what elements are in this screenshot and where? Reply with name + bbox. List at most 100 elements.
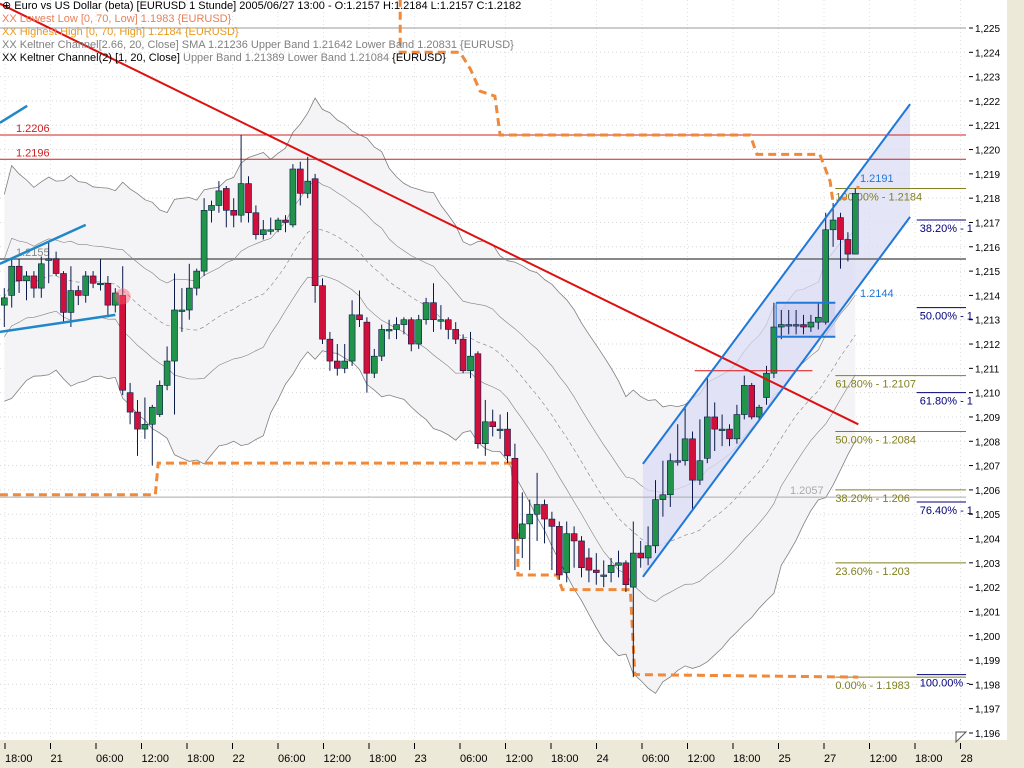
candle [37,263,45,289]
fib1-level-label: 61.80% - 1.2107 [835,379,916,391]
fib2-level-label: 76.40% - 1 [920,505,973,517]
y-tick-label: 1,203 [975,559,1000,570]
keltner2-lower-band [4,275,856,603]
candle [674,460,682,463]
y-tick-label: 1,223 [975,73,1000,84]
keltner-lower-band [4,350,856,694]
candle [703,416,711,459]
candles [0,134,859,678]
candle [533,504,541,515]
candle [763,372,770,398]
candle [200,210,208,272]
left-channel-line [0,104,28,124]
candle [333,360,341,369]
candle [89,275,97,284]
y-tick-label: 1,215 [975,267,1000,278]
resize-corner-icon[interactable] [955,731,968,744]
candle [740,385,748,415]
y-tick-label: 1,198 [975,680,1000,691]
candle [223,188,230,211]
fib1-level-label: 50.00% - 1.2084 [835,435,916,447]
candle [171,309,178,362]
legend-title: ⊕ Euro vs US Dollar (beta) [EURUSD 1 Stu… [2,0,522,12]
candle [193,270,200,289]
candle [400,319,408,325]
x-tick-label: 18:00 [369,753,397,765]
y-axis: 1,225 1,224 1,223 1,222 1,221 1,220 1,219 1,218… [969,24,1000,740]
candle [711,416,719,430]
left-channel-line [0,313,116,334]
y-tick-label: 1,214 [975,291,1000,302]
left-channel-line [0,223,87,265]
y-tick-label: 1,219 [975,170,1000,181]
candle [444,319,452,330]
candle [341,360,349,369]
x-tick-label: 27 [824,753,836,765]
y-tick-label: 1,217 [975,218,1000,229]
fib1-level-label: 0.00% - 1.1983 [835,680,910,692]
candle [474,353,482,445]
candle [15,265,23,282]
fib2-level-label: 50.00% - 1 [920,311,973,323]
candle [156,385,163,415]
candle [518,523,526,539]
candle [755,406,763,418]
candle [555,526,563,576]
selection-marker [114,288,131,305]
candle [178,309,186,312]
x-tick-label: 18:00 [5,753,33,765]
fib2-level-label: 38.20% - 1 [920,223,973,235]
candle [770,326,778,374]
candle [504,428,511,457]
x-tick-label: 06:00 [460,753,488,765]
y-tick-label: 1,197 [975,705,1000,716]
candle [67,290,75,313]
candle [60,273,67,313]
candle [526,513,534,525]
candle [629,552,637,588]
candle [319,285,326,340]
candle [304,180,312,194]
x-tick-label: 06:00 [642,753,670,765]
candle [659,494,667,500]
candle [814,316,822,323]
candle [851,193,859,255]
candle [82,275,89,296]
x-tick-label: 18:00 [733,753,761,765]
candle [104,282,112,306]
y-tick-label: 1,204 [975,535,1000,546]
candle [800,324,807,328]
y-tick-label: 1,199 [975,656,1000,667]
x-tick-label: 18:00 [187,753,215,765]
candle [119,295,126,391]
channel-upper-label: 1.2191 [860,173,894,185]
candle [644,545,652,559]
x-tick-label: 12:00 [506,753,534,765]
candle [600,574,608,577]
y-tick-label: 1,205 [975,510,1000,521]
horizontal-line-label: 1.2206 [16,123,50,135]
candle [437,319,445,322]
x-axis-band [0,741,1024,768]
candle [8,265,15,296]
x-tick-label: 06:00 [96,753,124,765]
y-tick-label: 1,207 [975,462,1000,473]
candle [652,499,659,547]
candle [578,540,585,568]
x-tick-label: 18:00 [915,753,943,765]
candle [186,287,193,311]
x-tick-label: 12:00 [688,753,716,765]
candle [844,239,852,255]
candle [45,258,53,261]
candle [822,229,830,323]
candle [511,457,519,539]
y-tick-label: 1,213 [975,316,1000,327]
y-tick-label: 1,202 [975,583,1000,594]
y-tick-label: 1,225 [975,24,1000,35]
candle [112,292,119,306]
candle [296,168,304,194]
candle [622,562,630,585]
candle [0,297,8,306]
y-tick-label: 1,211 [975,364,1000,375]
